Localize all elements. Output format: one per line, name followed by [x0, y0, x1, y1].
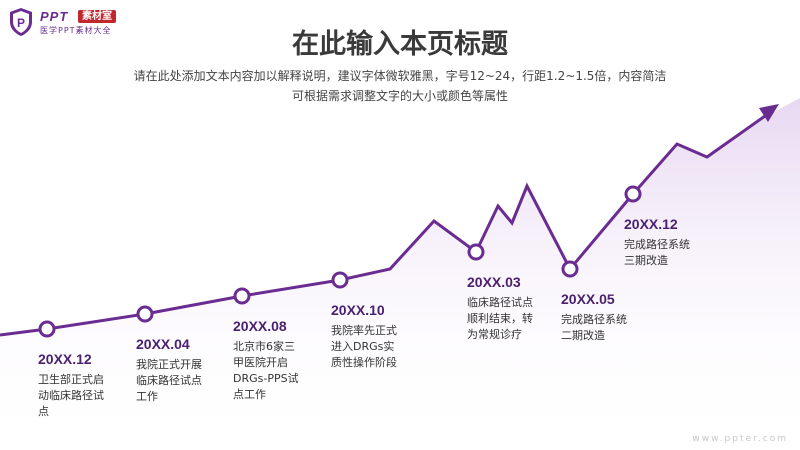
milestone-year: 20XX.03	[467, 274, 521, 290]
milestone-5: 20XX.03 临床路径试点顺利结束，转为常规诊疗	[467, 273, 539, 343]
logo-tag: 素材室	[78, 10, 116, 23]
svg-text:P: P	[17, 16, 25, 30]
milestone-desc: 我院率先正式进入DRGs实质性操作阶段	[331, 324, 397, 369]
milestone-desc: 北京市6家三甲医院开启DRGs-PPS试点工作	[233, 340, 299, 401]
milestone-3: 20XX.08 北京市6家三甲医院开启DRGs-PPS试点工作	[233, 317, 305, 403]
milestone-marker	[136, 305, 154, 323]
timeline-line	[0, 114, 766, 337]
milestone-year: 20XX.04	[136, 336, 190, 352]
milestone-desc: 完成路径系统三期改造	[624, 238, 690, 267]
milestone-desc: 完成路径系统二期改造	[561, 313, 627, 342]
milestone-marker	[467, 243, 485, 261]
milestone-desc: 卫生部正式启动临床路径试点	[38, 373, 104, 418]
milestone-year: 20XX.12	[38, 351, 92, 367]
watermark: www.ppter.com	[692, 434, 788, 444]
subtitle-line-2: 可根据需求调整文字的大小或颜色等属性	[291, 89, 508, 103]
milestone-7: 20XX.12 完成路径系统三期改造	[624, 215, 696, 269]
milestone-markers	[38, 185, 642, 338]
arrow-head-icon	[759, 104, 779, 122]
milestone-desc: 我院正式开展临床路径试点工作	[136, 358, 202, 403]
logo-brand: PPT	[40, 9, 69, 24]
milestone-marker	[561, 260, 579, 278]
milestone-year: 20XX.05	[561, 291, 615, 307]
subtitle-line-1: 请在此处添加文本内容加以解释说明，建议字体微软雅黑，字号12~24，行距1.2~…	[133, 69, 667, 83]
milestone-marker	[38, 320, 56, 338]
milestone-marker	[624, 185, 642, 203]
milestone-2: 20XX.04 我院正式开展临床路径试点工作	[136, 335, 208, 405]
milestone-year: 20XX.12	[624, 216, 678, 232]
milestone-marker	[233, 287, 251, 305]
milestone-6: 20XX.05 完成路径系统二期改造	[561, 290, 633, 344]
milestone-1: 20XX.12 卫生部正式启动临床路径试点	[38, 350, 110, 420]
milestone-desc: 临床路径试点顺利结束，转为常规诊疗	[467, 296, 533, 341]
shield-logo-icon: P	[10, 8, 32, 36]
logo-subtitle: 医学PPT素材大全	[40, 26, 112, 35]
page-title: 在此输入本页标题	[292, 29, 508, 60]
milestone-year: 20XX.10	[331, 302, 385, 318]
area-fill	[0, 98, 800, 450]
page-subtitle: 请在此处添加文本内容加以解释说明，建议字体微软雅黑，字号12~24，行距1.2~…	[60, 66, 740, 106]
logo: P PPT 素材室 医学PPT素材大全	[8, 7, 138, 37]
milestone-marker	[331, 271, 349, 289]
milestone-4: 20XX.10 我院率先正式进入DRGs实质性操作阶段	[331, 301, 403, 371]
milestone-year: 20XX.08	[233, 318, 287, 334]
